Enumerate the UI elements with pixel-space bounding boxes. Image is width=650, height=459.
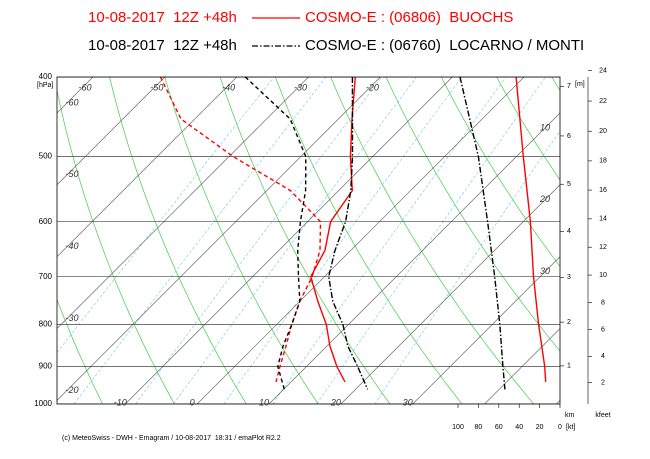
isotherm-label: 0: [190, 397, 195, 407]
mixing-ratio-line: [374, 130, 560, 404]
isotherm: [57, 77, 237, 258]
km-label: 6: [567, 133, 571, 140]
isotherm: [484, 328, 560, 404]
kfeet-unit: kfeet: [595, 412, 610, 419]
km-label: 4: [567, 228, 571, 235]
isotherm-label: 30: [403, 397, 413, 407]
km-label: 7: [567, 83, 571, 90]
kfeet-label: 20: [599, 128, 607, 135]
legend-model: COSMO-E : (06806) BUOCHS: [305, 9, 513, 26]
kfeet-label: 18: [599, 158, 607, 165]
isotherm-label: 30: [540, 266, 550, 276]
isotherm: [412, 256, 560, 404]
km-label: 2: [567, 319, 571, 326]
isotherm-label: -50: [65, 169, 78, 179]
kfeet-label: 14: [599, 216, 607, 223]
mixing-ratio-line: [57, 77, 275, 353]
isotherm-label: -40: [222, 82, 235, 92]
plot-frame: [56, 76, 561, 405]
legend-run: 10-08-2017 12Z +48h: [88, 9, 237, 26]
marks: [159, 76, 547, 390]
kfeet-label: 12: [599, 244, 607, 251]
isotherm-label: -10: [114, 397, 127, 407]
y-tick-label: 800: [39, 319, 53, 328]
dry-adiabat: [496, 77, 560, 181]
dry-adiabat: [57, 298, 103, 404]
kfeet-label: 24: [599, 67, 607, 74]
y-tick-label: 1000: [34, 399, 52, 408]
isotherm-label: -60: [78, 82, 91, 92]
dry-adiabat: [0, 77, 31, 404]
legend-model: COSMO-E : (06760) LOCARNO / MONTI: [305, 37, 584, 54]
legend-run: 10-08-2017 12Z +48h: [88, 37, 237, 54]
km-label: 1: [567, 363, 571, 370]
grid: [0, 77, 650, 404]
wind-tick-label: 40: [515, 424, 523, 431]
isotherm: [57, 77, 381, 401]
kfeet-label: 10: [599, 272, 607, 279]
isotherm: [268, 112, 560, 404]
isotherm-label: -20: [65, 385, 78, 395]
y-unit: [hPa]: [37, 82, 53, 89]
y-tick-label: 400: [39, 72, 53, 81]
y-tick-label: 600: [39, 217, 53, 226]
wind-tick-label: 60: [495, 424, 503, 431]
wind-unit: [kt]: [566, 424, 575, 431]
wind_speed-profile: [515, 76, 547, 382]
isotherm: [57, 77, 166, 186]
kfeet-label: 16: [599, 187, 607, 194]
isotherm: [0, 77, 21, 404]
kfeet-label: 4: [601, 353, 605, 360]
dry-adiabat: [607, 77, 650, 404]
isotherm: [125, 77, 453, 404]
isotherm: [57, 77, 309, 329]
km-unit: km: [565, 412, 575, 419]
isotherm: [340, 184, 560, 404]
dewpoint-profile: [159, 76, 322, 383]
m-label: [m]: [575, 81, 585, 88]
kfeet-label: 22: [599, 98, 607, 105]
wind-tick-label: 20: [536, 424, 544, 431]
km-label: 5: [567, 181, 571, 188]
wind-tick-label: 0: [558, 424, 562, 431]
dry-adiabat: [219, 77, 391, 404]
isotherm-label: 20: [330, 397, 341, 407]
y-tick-label: 900: [39, 362, 53, 371]
footer: (c) MeteoSwiss - DWH - Emagram / 10-08-2…: [62, 435, 281, 442]
isotherm-label: -50: [150, 82, 163, 92]
kfeet-label: 6: [601, 327, 605, 334]
isotherm: [196, 77, 525, 404]
isotherm-label: -60: [65, 97, 78, 107]
isotherm-label: 20: [539, 194, 550, 204]
km-label: 3: [567, 274, 571, 281]
dry-adiabat: [275, 77, 463, 404]
y-tick-label: 500: [39, 152, 53, 161]
dry-adiabat: [385, 77, 560, 352]
dewpoint-profile: [244, 76, 307, 390]
isotherm-label: -20: [366, 82, 379, 92]
isotherm-label: -40: [65, 241, 78, 251]
isotherm-label: -30: [65, 313, 78, 323]
wind-tick-label: 100: [452, 424, 464, 431]
isotherm-label: -30: [294, 82, 307, 92]
isotherm-label: 10: [259, 397, 269, 407]
kfeet-label: 2: [601, 380, 605, 387]
isotherm: [57, 77, 94, 114]
temperature-profile: [310, 76, 356, 383]
wind-tick-label: 80: [475, 424, 483, 431]
isotherm-label: 10: [540, 122, 550, 132]
wind_speed-profile: [459, 76, 506, 390]
y-tick-label: 700: [39, 272, 53, 281]
kfeet-label: 8: [601, 299, 605, 306]
